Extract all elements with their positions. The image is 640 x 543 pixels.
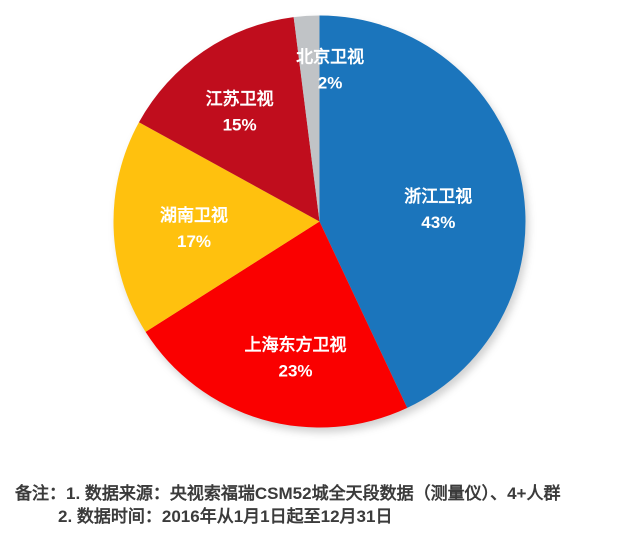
chart-footnote: 备注：1. 数据来源：央视索福瑞CSM52城全天段数据（测量仪）、4+人群 2.… bbox=[15, 482, 560, 528]
footnote-line-2: 2. 数据时间：2016年从1月1日起至12月31日 bbox=[58, 507, 393, 526]
pie-slice-3 bbox=[113, 122, 320, 332]
slice-name-3: 湖南卫视 bbox=[160, 205, 228, 225]
footnote-line-1: 备注：1. 数据来源：央视索福瑞CSM52城全天段数据（测量仪）、4+人群 bbox=[15, 484, 561, 503]
pie-slice-5 bbox=[293, 15, 320, 222]
slice-name-5: 北京卫视 bbox=[296, 46, 364, 66]
slice-pct-1: 43% bbox=[421, 213, 455, 232]
slice-pct-5: 2% bbox=[318, 73, 343, 92]
slice-name-1: 浙江卫视 bbox=[404, 186, 472, 206]
slice-pct-4: 15% bbox=[223, 116, 257, 135]
slice-pct-3: 17% bbox=[177, 232, 211, 251]
slice-name-4: 江苏卫视 bbox=[206, 89, 274, 109]
pie-slice-4 bbox=[138, 17, 320, 222]
slice-name-2: 上海东方卫视 bbox=[245, 334, 347, 354]
pie-slice-1 bbox=[319, 15, 526, 408]
pie-slice-2 bbox=[145, 221, 408, 428]
slice-pct-2: 23% bbox=[278, 361, 312, 380]
pie-chart: 浙江卫视 43% 上海东方卫视 23% 湖南卫视 17% 江苏卫视 15% 北京卫视 2% bbox=[113, 15, 526, 428]
